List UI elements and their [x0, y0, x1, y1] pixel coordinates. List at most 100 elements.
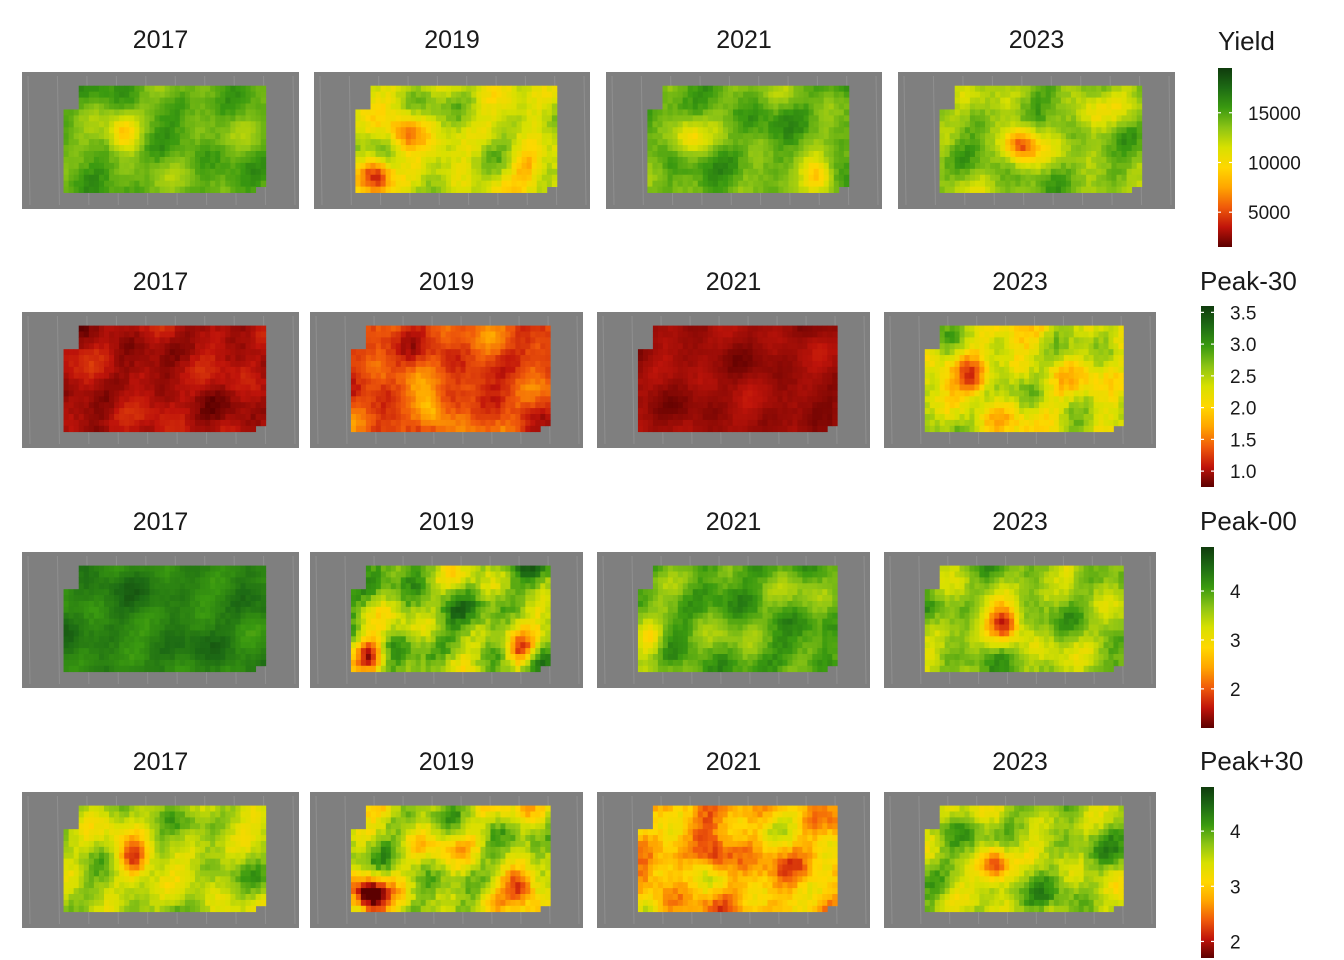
heatmap-cell [184, 109, 191, 116]
heatmap-cell [1025, 168, 1031, 176]
heatmap-cell [677, 133, 684, 140]
heatmap-cell [1086, 91, 1092, 98]
heatmap-cell [440, 390, 447, 397]
heatmap-cell [200, 85, 206, 93]
heatmap-cell [995, 186, 1001, 193]
heatmap-cell [687, 396, 694, 403]
heatmap-cell [949, 133, 956, 140]
heatmap-cell [103, 425, 110, 433]
heatmap-cell [727, 127, 734, 134]
heatmap-cell [465, 331, 471, 338]
heatmap-cell [758, 168, 764, 176]
heatmap-cell [727, 133, 734, 140]
heatmap-cell [435, 390, 442, 397]
heatmap-cell [430, 366, 437, 374]
heatmap-cell [129, 103, 135, 110]
heatmap-cell [471, 162, 477, 170]
heatmap-cell [1086, 121, 1092, 128]
heatmap-cell [712, 180, 719, 188]
heatmap-cell [520, 419, 526, 427]
heatmap-cell [63, 372, 70, 380]
heatmap-cell [420, 85, 427, 93]
heatmap-cell [672, 115, 679, 122]
heatmap-cell [742, 355, 748, 362]
heatmap-cell [505, 378, 511, 385]
heatmap-cell [486, 168, 492, 176]
heatmap-cell [753, 115, 759, 122]
heatmap-cell [662, 127, 668, 134]
heatmap-cell [200, 378, 206, 385]
heatmap-cell [441, 133, 447, 140]
heatmap-cell [687, 414, 694, 421]
heatmap-cell [139, 337, 145, 344]
heatmap-cell [985, 168, 991, 176]
panel-grid-line [932, 75, 936, 206]
heatmap-cell [1111, 168, 1117, 176]
heatmap-cell [124, 378, 130, 385]
heatmap-cell [129, 390, 135, 397]
heatmap-cell [792, 372, 798, 380]
heatmap-cell [551, 133, 558, 140]
heatmap-cell [1081, 97, 1087, 104]
heatmap-cell [833, 180, 840, 188]
heatmap-cell [194, 121, 201, 128]
heatmap-cell [460, 372, 466, 380]
heatmap-cell [1121, 145, 1127, 152]
heatmap-cell [1005, 115, 1011, 122]
heatmap-cell [722, 85, 729, 93]
heatmap-cell [687, 121, 694, 128]
heatmap-cell [461, 174, 467, 182]
heatmap-cell [200, 414, 206, 421]
heatmap-cell [124, 180, 130, 188]
heatmap-cell [707, 396, 714, 403]
heatmap-cell [802, 384, 808, 391]
heatmap-cell [410, 109, 417, 116]
heatmap-cell [93, 97, 100, 104]
heatmap-cell [435, 91, 442, 98]
heatmap-cell [169, 355, 176, 362]
heatmap-cell [435, 127, 442, 134]
heatmap-cell [149, 425, 155, 433]
heatmap-cell [83, 127, 90, 134]
heatmap-cell [939, 174, 946, 182]
heatmap-cell [164, 378, 171, 385]
heatmap-cell [446, 145, 452, 152]
heatmap-cell [762, 396, 768, 403]
heatmap-cell [545, 390, 551, 397]
heatmap-cell [818, 115, 825, 122]
heatmap-cell [762, 372, 768, 380]
heatmap-cell [672, 139, 679, 146]
heatmap-cell [88, 337, 95, 344]
heatmap-cell [772, 396, 778, 403]
heatmap-cell [144, 162, 150, 170]
heatmap-cell [225, 390, 231, 397]
heatmap-cell [662, 103, 668, 110]
heatmap-cell [385, 168, 392, 176]
heatmap-cell [225, 168, 231, 176]
heatmap-cell [1096, 162, 1102, 170]
heatmap-cell [144, 180, 150, 188]
heatmap-cell [793, 139, 799, 146]
heatmap-cell [205, 103, 211, 110]
heatmap-cell [793, 109, 799, 116]
heatmap-cell [159, 174, 166, 182]
heatmap-cell [103, 343, 110, 350]
heatmap-cell [380, 85, 387, 93]
heatmap-cell [184, 127, 191, 134]
heatmap-cell [83, 103, 90, 110]
heatmap-cell [777, 337, 783, 344]
heatmap-cell [1020, 156, 1026, 164]
heatmap-cell [822, 408, 828, 415]
heatmap-cell [777, 408, 783, 415]
heatmap-cell [1096, 115, 1102, 122]
heatmap-cell [461, 127, 467, 134]
heatmap-cell [375, 390, 382, 397]
heatmap-cell [990, 168, 996, 176]
heatmap-cell [425, 366, 432, 374]
heatmap-cell [551, 151, 558, 158]
heatmap-cell [647, 162, 653, 170]
heatmap-cell [1000, 121, 1006, 128]
heatmap-cell [752, 366, 758, 374]
heatmap-cell [154, 419, 160, 427]
heatmap-cell [385, 180, 392, 188]
